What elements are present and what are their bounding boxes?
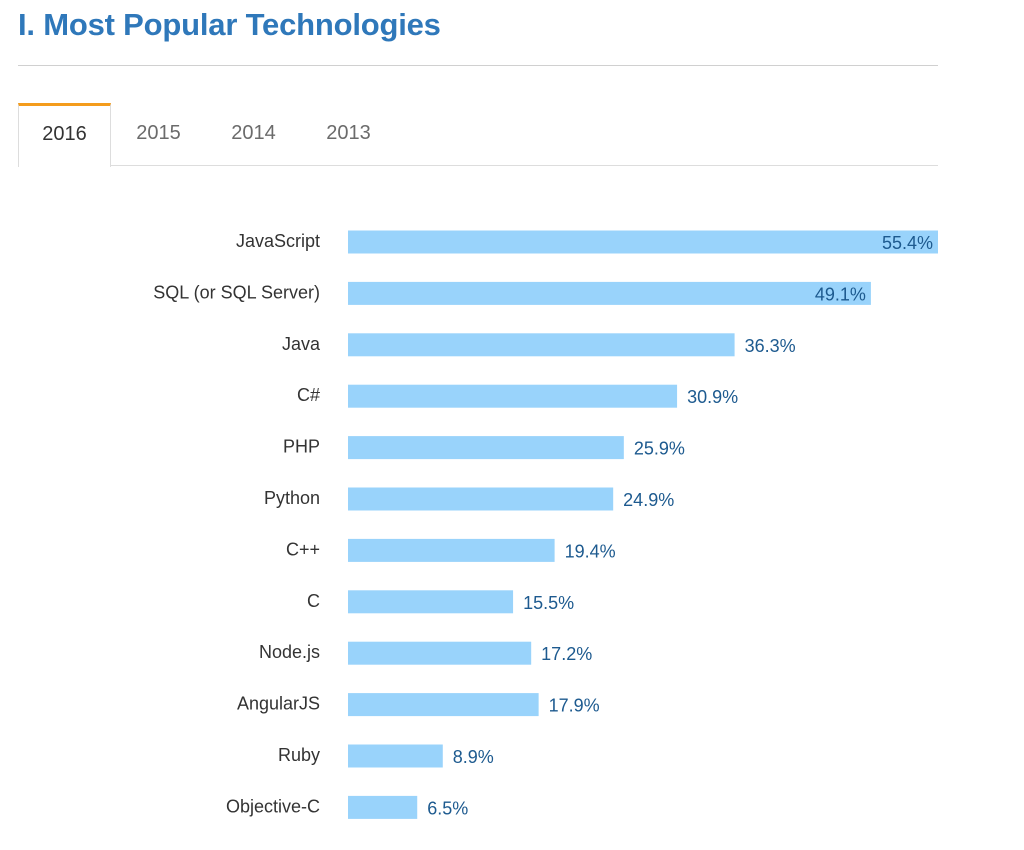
- bar-ruby: [348, 744, 443, 768]
- category-label-javascript: JavaScript: [236, 231, 320, 251]
- tabs-baseline: [18, 165, 938, 166]
- bar-node-js: [348, 641, 532, 665]
- value-label-node-js: 17.2%: [541, 644, 592, 664]
- category-label-c: C#: [297, 385, 320, 405]
- category-label-ruby: Ruby: [278, 745, 320, 765]
- bar-python: [348, 487, 614, 511]
- tab-2014[interactable]: 2014: [231, 122, 276, 144]
- tab-2015[interactable]: 2015: [136, 122, 181, 144]
- value-label-javascript: 55.4%: [882, 233, 933, 253]
- category-label-angularjs: AngularJS: [237, 694, 320, 714]
- value-label-objective-c: 6.5%: [427, 798, 468, 818]
- bar-objective-c: [348, 795, 418, 819]
- category-label-c: C: [307, 591, 320, 611]
- bar-sql-or-sql-server: [348, 281, 871, 305]
- bar-java: [348, 333, 735, 357]
- tab-2016[interactable]: 2016: [18, 103, 111, 167]
- bar-c: [348, 590, 514, 614]
- bar-c: [348, 538, 555, 562]
- bar-php: [348, 436, 624, 460]
- bar-angularjs: [348, 693, 539, 717]
- value-label-python: 24.9%: [623, 490, 674, 510]
- bar-javascript: [348, 230, 938, 254]
- value-label-sql-or-sql-server: 49.1%: [815, 284, 866, 304]
- value-label-ruby: 8.9%: [453, 747, 494, 767]
- category-label-node-js: Node.js: [259, 642, 320, 662]
- value-label-java: 36.3%: [745, 336, 796, 356]
- value-label-angularjs: 17.9%: [549, 696, 600, 716]
- category-label-objective-c: Objective-C: [226, 796, 320, 816]
- value-label-php: 25.9%: [634, 439, 685, 459]
- category-label-c: C++: [286, 539, 320, 559]
- tab-2013[interactable]: 2013: [326, 122, 371, 144]
- page-title: I. Most Popular Technologies: [18, 7, 441, 42]
- category-label-sql-or-sql-server: SQL (or SQL Server): [153, 282, 320, 302]
- value-label-c: 30.9%: [687, 387, 738, 407]
- category-label-python: Python: [264, 488, 320, 508]
- value-label-c: 19.4%: [565, 541, 616, 561]
- value-label-c: 15.5%: [523, 593, 574, 613]
- bar-c: [348, 384, 678, 408]
- title-divider: [18, 65, 938, 66]
- category-label-java: Java: [282, 334, 321, 354]
- category-label-php: PHP: [283, 437, 320, 457]
- year-tabs: 2016 2015 2014 2013: [18, 103, 938, 167]
